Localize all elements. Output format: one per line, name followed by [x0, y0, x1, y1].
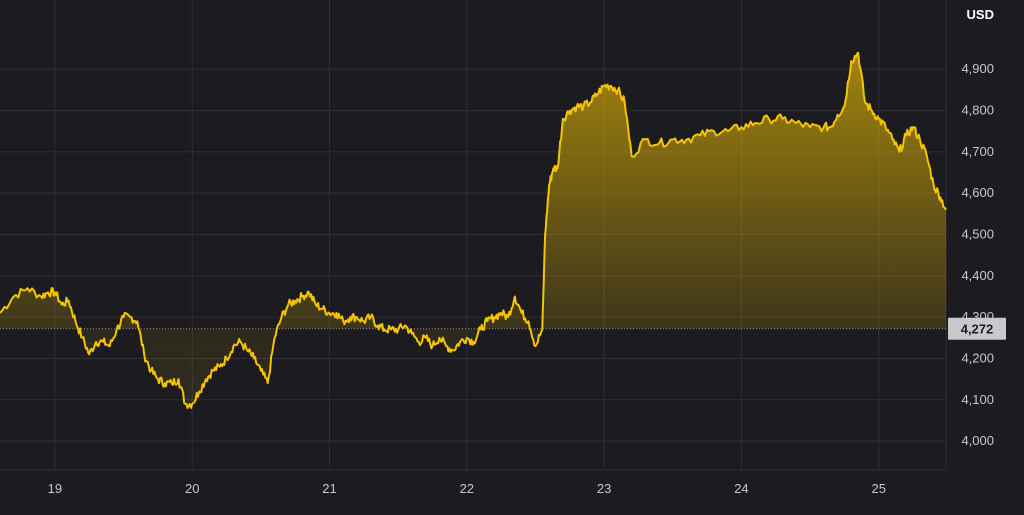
x-tick-label: 24 — [734, 481, 748, 496]
y-tick-label: 4,200 — [961, 350, 994, 365]
y-axis: 4,0004,1004,2004,3004,4004,5004,6004,700… — [948, 61, 1006, 448]
currency-label: USD — [967, 7, 994, 22]
x-tick-label: 25 — [871, 481, 885, 496]
y-tick-label: 4,400 — [961, 268, 994, 283]
y-tick-label: 4,800 — [961, 103, 994, 118]
y-tick-label: 4,900 — [961, 61, 994, 76]
x-tick-label: 20 — [185, 481, 199, 496]
x-tick-label: 23 — [597, 481, 611, 496]
baseline-badge — [948, 317, 1006, 340]
y-tick-label: 4,600 — [961, 185, 994, 200]
y-tick-label: 4,100 — [961, 392, 994, 407]
x-axis: 19 20 21 22 23 24 25 — [48, 481, 886, 496]
area-fill-above — [0, 52, 946, 329]
price-line-layer — [0, 51, 947, 409]
price-line — [0, 51, 947, 409]
price-area — [0, 52, 946, 408]
y-tick-label: 4,700 — [961, 144, 994, 159]
area-fill-below — [77, 328, 543, 408]
x-tick-label: 19 — [48, 481, 62, 496]
y-tick-label: 4,000 — [961, 433, 994, 448]
y-tick-label: 4,500 — [961, 227, 994, 242]
x-tick-label: 22 — [460, 481, 474, 496]
x-tick-label: 21 — [322, 481, 336, 496]
baseline-badge-label: 4,272 — [961, 322, 994, 337]
